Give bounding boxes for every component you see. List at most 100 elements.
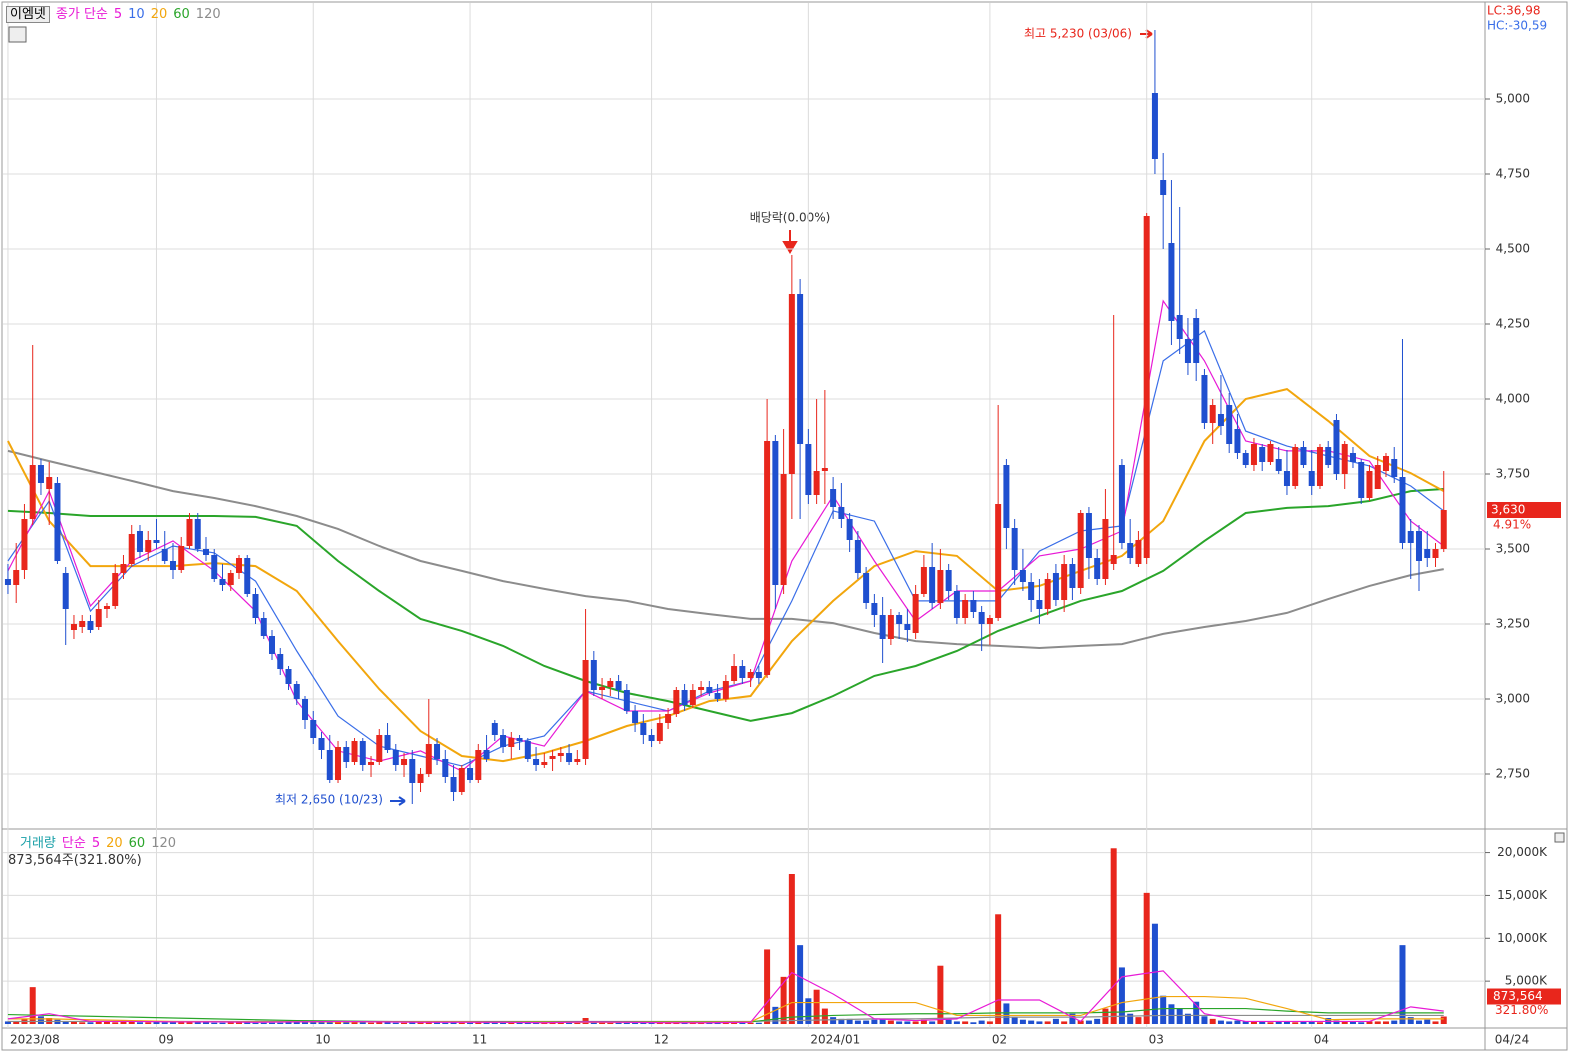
candle-body xyxy=(202,549,209,555)
volume-bar xyxy=(70,1021,77,1024)
candle-body xyxy=(359,741,366,765)
candle-body xyxy=(475,750,482,780)
y-tick-label: 10,000K xyxy=(1497,931,1548,945)
volume-bar xyxy=(1094,1018,1101,1024)
volume-bar xyxy=(937,965,944,1024)
candle-body xyxy=(764,441,771,675)
volume-bar xyxy=(1176,1008,1183,1024)
candle-body xyxy=(1151,93,1158,159)
candle-body xyxy=(483,750,490,759)
candle-body xyxy=(607,681,614,687)
grid-icon[interactable] xyxy=(8,26,27,43)
candle-body xyxy=(376,735,383,762)
volume-info: 873,564주(321.80%) xyxy=(8,853,142,868)
volume-bar xyxy=(368,1022,375,1024)
volume-bar xyxy=(260,1022,267,1024)
candle-body xyxy=(1201,375,1208,423)
candle-body xyxy=(153,540,160,543)
volume-bar xyxy=(392,1022,399,1024)
candle-body xyxy=(145,540,152,552)
last-price: 3,630 xyxy=(1491,503,1525,517)
volume-bar xyxy=(310,1021,317,1024)
volume-bar xyxy=(1085,1020,1092,1024)
candle-body xyxy=(79,621,86,627)
candle-body xyxy=(186,519,193,546)
candle-body xyxy=(714,693,721,699)
candle-body xyxy=(21,519,28,570)
ma-label: 종가 단순 xyxy=(55,7,108,22)
candle-body xyxy=(879,615,886,639)
candle-body xyxy=(1102,519,1109,579)
candle-body xyxy=(302,699,309,720)
volume-bar xyxy=(524,1022,531,1024)
y-tick-label: 20,000K xyxy=(1497,845,1548,859)
candle-body xyxy=(1069,564,1076,588)
volume-bar xyxy=(1201,1016,1208,1024)
candle-body xyxy=(46,477,53,489)
volume-bar xyxy=(1143,892,1150,1024)
volume-bar xyxy=(830,1017,837,1024)
candle-body xyxy=(1349,453,1356,462)
candle-body xyxy=(1415,531,1422,561)
x-tick-label: 10 xyxy=(315,1033,330,1047)
candle-body xyxy=(1193,318,1200,363)
volume-bar xyxy=(1028,1020,1035,1024)
volume-bar xyxy=(1209,1018,1216,1024)
ma-line xyxy=(7,970,1444,1024)
candle-body xyxy=(516,738,523,741)
candle-body xyxy=(995,504,1002,618)
candle-body xyxy=(1391,459,1398,477)
candle-body xyxy=(425,744,432,774)
volume-bar xyxy=(202,1022,209,1024)
candle-body xyxy=(384,735,391,750)
stock-name[interactable]: 이엠넷 xyxy=(6,6,50,23)
candle-body xyxy=(70,624,77,630)
candle-body xyxy=(549,756,556,759)
volume-bar xyxy=(549,1022,556,1024)
candle-body xyxy=(590,660,597,690)
close-icon[interactable] xyxy=(1554,832,1565,843)
volume-bar xyxy=(780,976,787,1024)
candle-body xyxy=(1366,471,1373,498)
candle-body xyxy=(1160,180,1167,195)
candle-body xyxy=(632,711,639,723)
candle-body xyxy=(648,735,655,741)
volume-bar xyxy=(632,1022,639,1024)
candle-body xyxy=(1300,447,1307,465)
candle-body xyxy=(1267,444,1274,462)
x-tick-label: 12 xyxy=(654,1033,669,1047)
volume-bar xyxy=(351,1021,358,1024)
volume-bar xyxy=(1168,1004,1175,1024)
candle-body xyxy=(1333,420,1340,474)
candle-body xyxy=(417,774,424,783)
candle-body xyxy=(37,465,44,483)
candle-body xyxy=(1250,444,1257,465)
candle-body xyxy=(846,519,853,540)
legend-entry: 20 xyxy=(106,836,123,851)
volume-bar xyxy=(1110,848,1117,1024)
volume-bar xyxy=(491,1022,498,1024)
candle-body xyxy=(442,759,449,777)
candle-body xyxy=(1226,405,1233,444)
candle-body xyxy=(920,567,927,594)
volume-bar xyxy=(1135,1017,1142,1024)
candle-body xyxy=(1209,405,1216,423)
volume-bar xyxy=(302,1021,309,1024)
last-price-box xyxy=(1487,502,1561,518)
volume-bar xyxy=(252,1022,259,1024)
candle-body xyxy=(1292,447,1299,486)
volume-bar xyxy=(995,914,1002,1024)
y-tick-label: 5,000K xyxy=(1505,974,1548,988)
volume-bar xyxy=(1250,1021,1257,1024)
volume-bar xyxy=(1316,1022,1323,1024)
volume-bar xyxy=(1424,1019,1431,1024)
volume-bar xyxy=(623,1022,630,1024)
volume-bar xyxy=(293,1022,300,1024)
volume-bar xyxy=(244,1022,251,1024)
candle-body xyxy=(780,474,787,585)
volume-bar xyxy=(1052,1018,1059,1024)
volume-bar xyxy=(401,1022,408,1024)
candle-body xyxy=(1424,549,1431,558)
low-arrow xyxy=(390,796,406,806)
volume-legend: 거래량 단순 5 20 60 120 xyxy=(20,832,188,851)
